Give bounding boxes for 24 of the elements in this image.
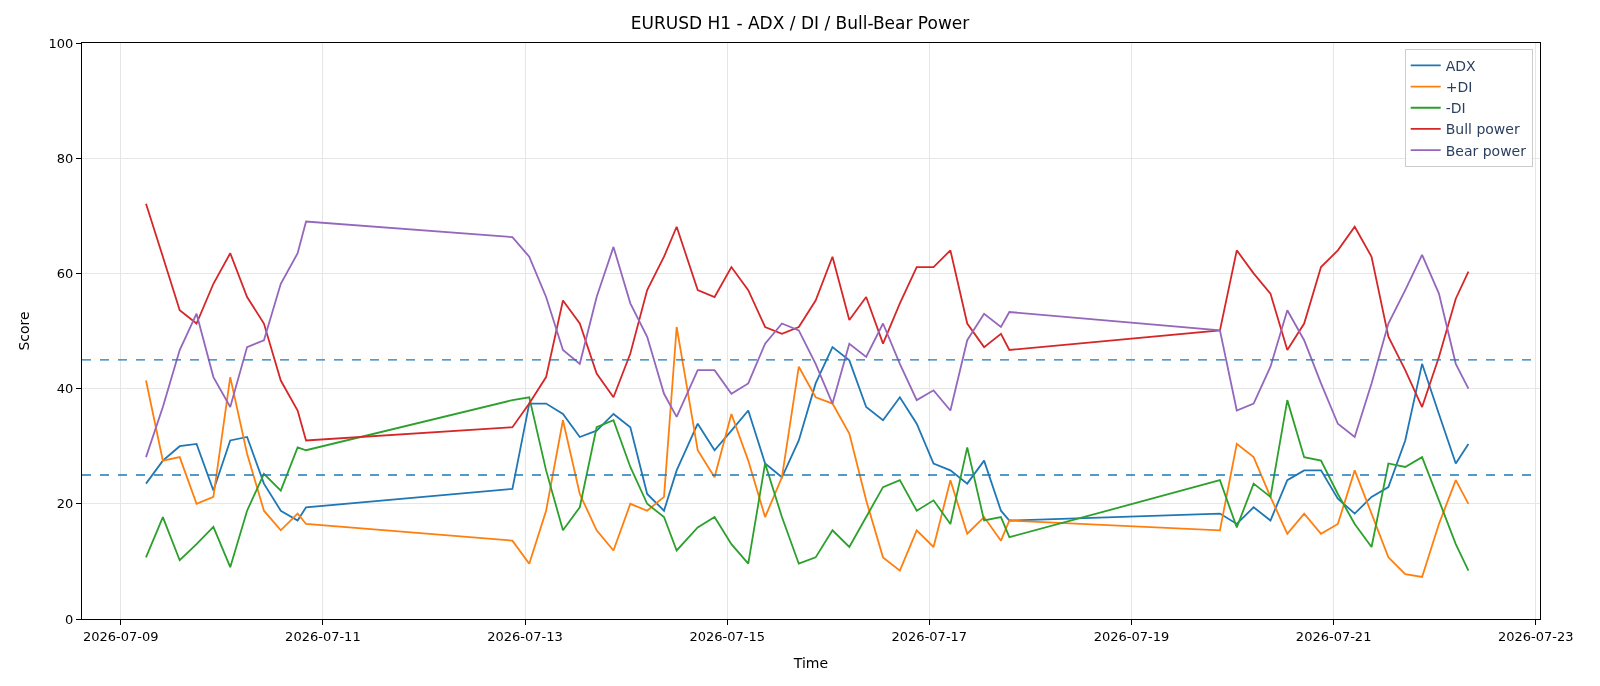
x-tick-label: 2026-07-11 <box>285 628 361 644</box>
y-tick-label: 40 <box>56 381 74 397</box>
legend-label: Bear power <box>1445 142 1527 159</box>
x-tick-label: 2026-07-17 <box>891 628 968 644</box>
x-tick-label: 2026-07-09 <box>82 628 159 644</box>
legend-label: -DI <box>1445 100 1466 117</box>
y-tick-label: 20 <box>56 496 74 512</box>
legend-label: Bull power <box>1445 121 1520 138</box>
x-tick-label: 2026-07-15 <box>689 628 765 644</box>
x-tick-label: 2026-07-21 <box>1295 628 1372 644</box>
x-axis-title: Time <box>792 654 829 671</box>
y-tick-label: 60 <box>56 265 74 281</box>
chart-title: EURUSD H1 - ADX / DI / Bull-Bear Power <box>630 13 970 34</box>
line-series <box>145 396 1470 572</box>
y-tick-label: 100 <box>48 35 74 51</box>
legend-label: ADX <box>1445 57 1477 74</box>
legend-label: +DI <box>1445 79 1473 96</box>
y-tick-label: 0 <box>65 611 74 627</box>
x-tick-label: 2026-07-19 <box>1093 628 1170 644</box>
x-tick-label: 2026-07-13 <box>487 628 563 644</box>
y-axis-title: Score <box>16 311 33 351</box>
y-tick-label: 80 <box>56 150 74 166</box>
line-series <box>145 326 1470 578</box>
x-tick-label: 2026-07-23 <box>1498 628 1574 644</box>
